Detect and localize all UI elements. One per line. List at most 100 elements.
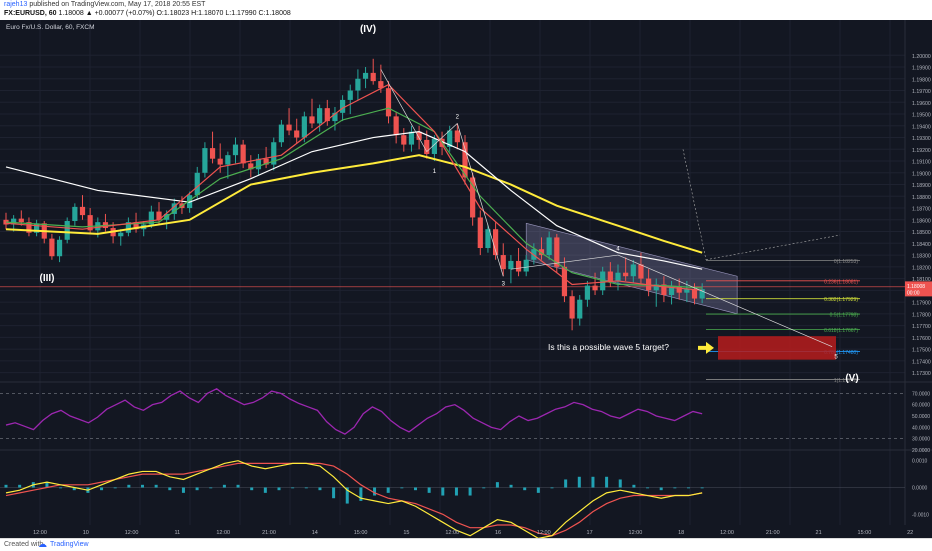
rsi-tick-label: 60.0000 xyxy=(912,403,930,409)
macd-histogram-bar xyxy=(100,487,104,491)
candle-body xyxy=(171,203,177,214)
y-tick-label: 1.17800 xyxy=(912,312,931,318)
candle-body xyxy=(630,264,636,277)
price-chart[interactable]: 1.20000 1.19900 1.19800 1.19700 1.19600 1.195… xyxy=(0,20,932,538)
annotation-text: Is this a possible wave 5 target? xyxy=(548,342,669,352)
wave-label: (IV) xyxy=(360,24,376,35)
author-link[interactable]: rajeh13 xyxy=(4,1,28,8)
y-tick-label: 1.18800 xyxy=(912,195,931,201)
y-tick-label: 1.17500 xyxy=(912,348,931,354)
y-tick-label: 1.18200 xyxy=(912,265,931,271)
fib-level-label: 0.786(1.17480) xyxy=(824,350,858,356)
candle-body xyxy=(569,296,575,319)
candle-body xyxy=(148,211,154,225)
publish-header: rajeh13 published on TradingView.com, Ma… xyxy=(0,0,932,20)
macd-histogram-bar xyxy=(441,487,445,496)
macd-histogram-bar xyxy=(45,482,49,488)
candle-body xyxy=(194,172,200,196)
y-tick-label: 1.20000 xyxy=(912,54,931,60)
candle-body xyxy=(317,108,323,124)
macd-histogram-bar xyxy=(646,487,650,489)
macd-histogram-bar xyxy=(59,487,63,489)
macd-histogram-bar xyxy=(291,487,295,489)
macd-signal-line xyxy=(5,462,703,537)
projection-dashed-line xyxy=(705,234,841,261)
y-tick-label: 1.17900 xyxy=(912,301,931,307)
y-tick-label: 1.19800 xyxy=(912,77,931,83)
candle-body xyxy=(378,81,384,89)
symbol-line: FX:EURUSD, 60 1.18008 ▲ +0.00077 (+0.07%… xyxy=(4,10,291,17)
fib-level-label: 0(1.18253) xyxy=(834,259,859,265)
macd-histogram-bar xyxy=(181,487,185,493)
chart-area[interactable]: 1.20000 1.19900 1.19800 1.19700 1.19600 1.195… xyxy=(0,20,932,538)
y-tick-label: 1.19200 xyxy=(912,148,931,154)
macd-histogram-bar xyxy=(523,487,527,491)
tradingview-cloud-icon: ☁ xyxy=(38,539,47,549)
candle-body xyxy=(401,135,407,145)
candle-body xyxy=(538,249,545,256)
wave-label: (III) xyxy=(40,273,55,284)
macd-histogram-bar xyxy=(482,487,486,489)
macd-histogram-bar xyxy=(550,487,554,489)
y-tick-label: 1.17400 xyxy=(912,359,931,365)
x-tick-label: 18 xyxy=(678,530,684,536)
candle-body xyxy=(118,232,124,237)
candle-body xyxy=(393,116,399,136)
macd-histogram-bar xyxy=(373,487,377,496)
wave-label: (V) xyxy=(845,373,858,384)
candle-body xyxy=(477,217,483,249)
macd-histogram-bar xyxy=(250,487,254,491)
macd-histogram-bar xyxy=(468,487,472,496)
x-tick-label: 11 xyxy=(175,530,181,536)
moving-average-line xyxy=(5,83,703,291)
rsi-tick-label: 40.0000 xyxy=(912,425,930,431)
macd-histogram-bar xyxy=(236,484,240,488)
macd-histogram-bar xyxy=(4,484,8,488)
candle-body xyxy=(248,163,254,170)
candle-body xyxy=(370,72,376,82)
fib-level-label: 0.382(1.17929) xyxy=(824,297,858,303)
macd-histogram-bar xyxy=(263,487,267,493)
candle-body xyxy=(485,229,491,249)
candle-body xyxy=(424,139,430,154)
candle-body xyxy=(240,144,246,164)
y-tick-label: 1.18300 xyxy=(912,254,931,260)
macd-histogram-bar xyxy=(536,487,540,493)
candle-body xyxy=(133,222,139,230)
candle-body xyxy=(64,220,70,240)
macd-histogram-bar xyxy=(18,484,22,488)
candle-body xyxy=(470,177,476,218)
candle-body xyxy=(56,239,63,257)
candle-body xyxy=(156,211,162,220)
macd-histogram-bar xyxy=(318,487,322,491)
macd-line xyxy=(5,460,703,538)
y-tick-label: 1.17300 xyxy=(912,371,931,377)
candle-body xyxy=(217,158,223,165)
macd-histogram-bar xyxy=(386,487,390,493)
rsi-line xyxy=(5,388,703,435)
rsi-tick-label: 30.0000 xyxy=(912,437,930,443)
candle-body xyxy=(561,266,568,297)
candle-body xyxy=(623,272,629,277)
candle-body xyxy=(638,264,644,279)
rsi-tick-label: 50.0000 xyxy=(912,414,930,420)
candle-body xyxy=(87,215,93,231)
candle-body xyxy=(592,285,598,291)
macd-histogram-bar xyxy=(605,476,609,488)
moving-average-line xyxy=(5,107,703,289)
y-tick-label: 1.18900 xyxy=(912,183,931,189)
candle-body xyxy=(676,286,682,293)
candle-body xyxy=(584,285,590,300)
y-tick-label: 1.19300 xyxy=(912,136,931,142)
publish-line: rajeh13 published on TradingView.com, Ma… xyxy=(4,1,205,8)
candle-body xyxy=(209,148,216,159)
macd-histogram-bar xyxy=(659,487,663,491)
candle-body xyxy=(79,206,86,216)
candle-body xyxy=(202,148,208,173)
x-tick-label: 12:00 xyxy=(216,530,230,536)
brand-link[interactable]: TradingView xyxy=(50,541,89,548)
candle-body xyxy=(286,124,292,131)
macd-histogram-bar xyxy=(154,484,158,488)
wave-line xyxy=(380,69,428,152)
macd-histogram-bar xyxy=(209,487,213,489)
